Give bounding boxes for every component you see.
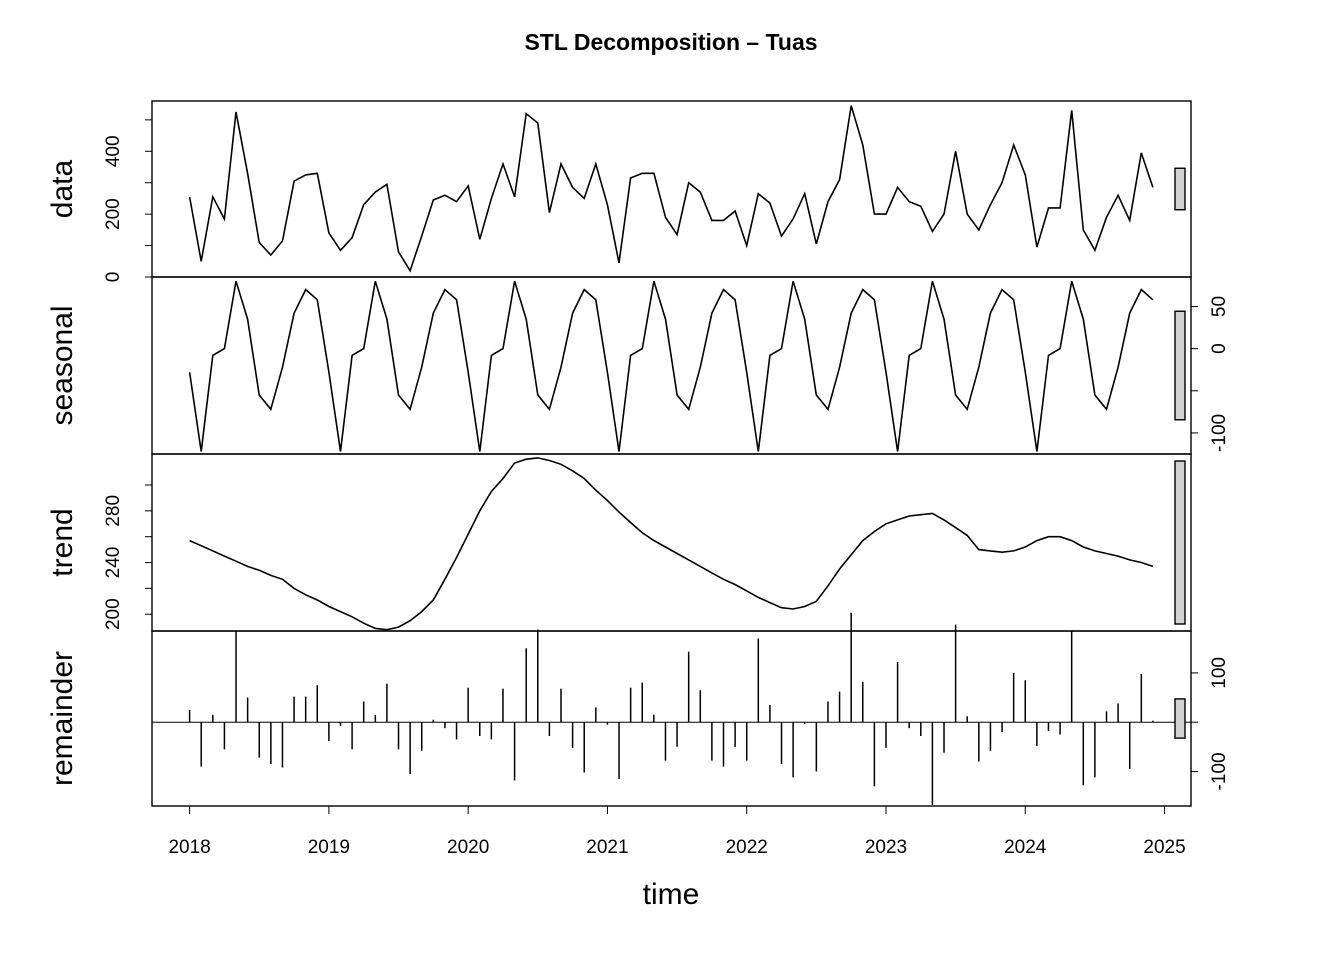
y-tick-label: 50 xyxy=(1209,296,1230,317)
data-y-label: data xyxy=(46,159,79,218)
data-frame xyxy=(151,100,1192,278)
seasonal-range-bar xyxy=(1174,310,1186,421)
x-tick-label: 2021 xyxy=(586,837,628,858)
chart-title: STL Decomposition – Tuas xyxy=(524,29,817,55)
y-tick-label: 0 xyxy=(103,272,124,283)
data-y-axis: 0 200 400 xyxy=(103,119,152,283)
trend-frame xyxy=(151,453,1192,632)
x-tick-label: 2019 xyxy=(308,837,350,858)
trend-y-axis: 200 240 280 xyxy=(103,484,152,630)
trend-line xyxy=(189,457,1154,631)
panel-seasonal: -100 0 50 seasonal xyxy=(46,276,1230,455)
panel-data: 0 200 400 data xyxy=(46,100,1192,283)
y-tick-label: -100 xyxy=(1209,752,1230,790)
y-tick-label: 200 xyxy=(103,598,124,630)
y-tick-label: 280 xyxy=(103,495,124,527)
remainder-y-axis: -100 100 xyxy=(1191,657,1230,791)
x-tick-label: 2022 xyxy=(726,837,768,858)
data-line xyxy=(188,105,1154,273)
y-tick-label: 240 xyxy=(103,547,124,579)
y-tick-label: 400 xyxy=(103,135,124,167)
seasonal-line xyxy=(188,280,1154,452)
remainder-frame xyxy=(151,630,1192,807)
seasonal-y-label: seasonal xyxy=(46,305,79,425)
y-tick-label: 200 xyxy=(103,198,124,230)
seasonal-frame xyxy=(151,276,1192,455)
x-tick-label: 2024 xyxy=(1004,837,1047,858)
trend-y-label: trend xyxy=(46,508,79,576)
chart-panels: 0 200 400 data -100 0 50 seasonal 200 240 280 trend… xyxy=(46,100,1230,807)
trend-range-bar xyxy=(1174,460,1186,625)
x-axis: 2018 2019 2020 2021 2022 2023 2024 2025 xyxy=(168,806,1186,858)
x-axis-label: time xyxy=(643,878,700,911)
seasonal-y-axis: -100 0 50 xyxy=(1191,296,1230,452)
data-range-bar xyxy=(1174,167,1186,211)
x-tick-label: 2018 xyxy=(168,837,210,858)
y-tick-label: -100 xyxy=(1209,414,1230,452)
x-tick-label: 2020 xyxy=(447,837,489,858)
x-tick-label: 2025 xyxy=(1143,837,1185,858)
panel-remainder: -100 100 remainder xyxy=(46,612,1230,807)
x-tick-label: 2023 xyxy=(865,837,907,858)
remainder-y-label: remainder xyxy=(46,651,79,786)
y-tick-label: 100 xyxy=(1209,657,1230,689)
y-tick-label: 0 xyxy=(1209,343,1230,354)
remainder-range-bar xyxy=(1174,698,1186,739)
panel-trend: 200 240 280 trend xyxy=(46,453,1192,632)
